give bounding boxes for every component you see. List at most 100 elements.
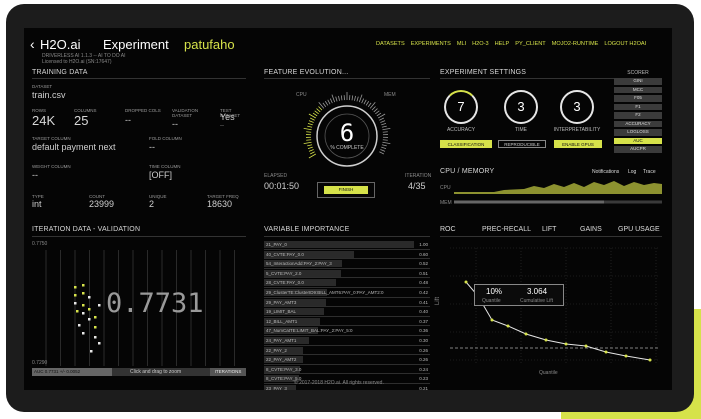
variable-importance-title: VARIABLE IMPORTANCE [264, 226, 350, 233]
importance-row[interactable]: 29_ClusterTE:ClusterID9:BILL_AMT6:PAY_0:… [264, 288, 430, 298]
importance-row[interactable]: 21_PAY_0 1.00 [264, 240, 430, 250]
tab-trace[interactable]: Trace [643, 169, 656, 175]
iteration-point [74, 294, 77, 297]
scorer-logloss[interactable]: LOGLOSS [614, 129, 662, 136]
scorer-mcc[interactable]: MCC [614, 86, 662, 93]
importance-name: 23_PAY_3 [266, 386, 287, 390]
enable-gpus-toggle[interactable]: ENABLE GPUS [554, 140, 602, 148]
progress-label: % COMPLETE [330, 145, 364, 151]
finish-button[interactable]: FINISH [324, 186, 368, 194]
score-value: 0.7731 [106, 288, 204, 319]
nav-item-mli[interactable]: MLI [456, 41, 467, 47]
tab-lift[interactable]: LIFT [542, 226, 557, 233]
cpu-memory-title: CPU / MEMORY [440, 168, 495, 175]
tooltip-lift-label: Cumulative Lift [520, 298, 554, 304]
scorer-aucpr[interactable]: AUCPR [614, 146, 662, 153]
reproducible-toggle[interactable]: REPRODUCIBLE [498, 140, 546, 148]
iteration-point [94, 316, 97, 319]
dial-tick [309, 117, 315, 121]
importance-row[interactable]: 47_NumCatTE:LIMIT_BAL:PAY_2:PAY_5:0 0.36 [264, 326, 430, 336]
dial-tick [381, 125, 387, 128]
importance-row[interactable]: 8_CVTE:PAY_5.0 0.23 [264, 374, 430, 384]
iteration-chart[interactable] [32, 246, 246, 368]
experiment-name[interactable]: patufaho [184, 37, 235, 52]
nav-item-py-client[interactable]: PY_CLIENT [515, 41, 546, 47]
tab-prec-recall[interactable]: PREC-RECALL [482, 226, 532, 233]
training-data-title: TRAINING DATA [32, 69, 88, 76]
importance-bar [264, 356, 303, 364]
test-label: TEST DATASET [220, 108, 241, 118]
nav-item-help[interactable]: HELP [494, 41, 510, 47]
back-chevron-icon[interactable]: ‹ [30, 36, 35, 52]
finish-frame [317, 182, 375, 198]
importance-row[interactable]: 28_CVTE:PAY_0.0 0.48 [264, 278, 430, 288]
cpu-row-label: CPU [440, 185, 451, 191]
importance-row[interactable]: 8_CVTE:PAY_3.0 0.24 [264, 365, 430, 375]
accuracy-dial[interactable]: 7 [444, 90, 478, 124]
scorer-gini[interactable]: GINI [614, 78, 662, 85]
scorer-auc[interactable]: AUC [614, 137, 662, 144]
importance-row[interactable]: 22_PAY_AMT2 0.26 [264, 355, 430, 365]
lift-chart[interactable] [436, 238, 662, 378]
nav-item-logout-h2oai[interactable]: LOGOUT H2OAI [604, 41, 647, 47]
nav-item-experiments[interactable]: EXPERIMENTS [410, 41, 451, 47]
importance-row[interactable]: 23_PAY_3 0.21 [264, 384, 430, 390]
columns-label: COLUMNS [74, 108, 97, 113]
weight-value[interactable]: -- [32, 170, 38, 180]
lift-point [524, 332, 528, 336]
score-summary: AUC 0.7731 +/- 0.0052 [32, 368, 112, 376]
tab-roc[interactable]: ROC [440, 226, 456, 233]
importance-row[interactable]: 19_LIMIT_BAL 0.40 [264, 307, 430, 317]
fold-label: FOLD COLUMN [149, 136, 182, 141]
app-logo[interactable]: H2O.ai [40, 37, 81, 52]
tab-log[interactable]: Log [628, 169, 637, 175]
lift-tooltip [474, 284, 564, 306]
tab-gpu-usage[interactable]: GPU USAGE [618, 226, 660, 233]
scorer-f2[interactable]: F2 [614, 112, 662, 119]
iteration-label: ITERATION [405, 173, 432, 179]
dropped-cols-value[interactable]: -- [125, 115, 131, 125]
iteration-max: 0.7750 [32, 241, 48, 247]
nav-item-datasets[interactable]: DATASETS [376, 41, 405, 47]
importance-name: 40_CVTE:PAY_0.0 [266, 251, 304, 257]
interpretability-dial[interactable]: 3 [560, 90, 594, 124]
importance-bar [264, 260, 342, 268]
time-dial[interactable]: 3 [504, 90, 538, 124]
tab-notifications[interactable]: Notifications [592, 169, 620, 175]
dial-tick [371, 106, 376, 111]
fold-value[interactable]: -- [149, 142, 155, 152]
target-freq-value: 18630 [207, 199, 233, 209]
importance-row[interactable]: 40_CVTE:PAY_0.0 0.60 [264, 250, 430, 260]
importance-row[interactable]: 22_PAY_2 0.26 [264, 346, 430, 356]
importance-row[interactable]: 29_PAY_AMT3 0.41 [264, 298, 430, 308]
iteration-point [76, 310, 79, 313]
target-value[interactable]: default payment next [32, 142, 116, 152]
scorer-f1[interactable]: F1 [614, 103, 662, 110]
scorer-accuracy[interactable]: ACCURACY [614, 120, 662, 127]
weight-label: WEIGHT COLUMN [32, 164, 71, 169]
iterations-button[interactable]: ITERATIONS [210, 368, 246, 376]
nav-item-h2o-3[interactable]: H2O-3 [472, 41, 489, 47]
importance-row[interactable]: 12_BILL_AMT1 0.37 [264, 317, 430, 327]
importance-row[interactable]: 24_PAY_AMT1 0.30 [264, 336, 430, 346]
importance-bar [264, 279, 336, 287]
importance-row[interactable]: 54_InteractionAdd:PAY_2:PAY_3 0.52 [264, 259, 430, 269]
nav-item-mojo2-runtime[interactable]: MOJO2-RUNTIME [551, 41, 599, 47]
dial-tick [380, 149, 386, 152]
lift-axis-label: Lift [435, 296, 442, 306]
importance-row[interactable]: 5_CVTE:PAY_2.0 0.51 [264, 269, 430, 279]
importance-value: 0.37 [419, 318, 428, 324]
dial-tick [314, 110, 319, 115]
time-col-value[interactable]: [OFF] [149, 170, 172, 180]
dial-tick [308, 149, 314, 152]
test-value[interactable]: Yes [220, 112, 235, 122]
scorer-f05[interactable]: F05 [614, 95, 662, 102]
dial-tick [331, 94, 336, 103]
validation-value[interactable]: -- [172, 119, 178, 129]
lift-point [624, 354, 628, 358]
dial-tick [308, 153, 317, 159]
importance-bar [264, 250, 354, 258]
dataset-value[interactable]: train.csv [32, 90, 66, 100]
classification-toggle[interactable]: CLASSIFICATION [440, 140, 492, 148]
tab-gains[interactable]: GAINS [580, 226, 602, 233]
